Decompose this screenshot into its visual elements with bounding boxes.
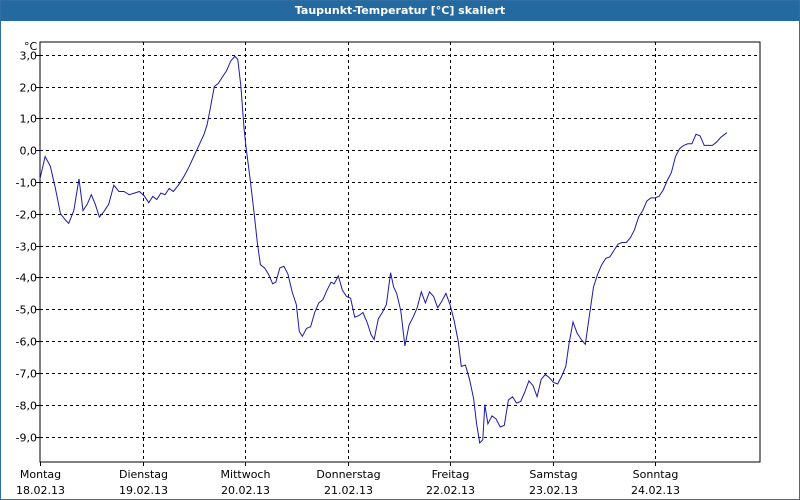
plot-area — [39, 41, 761, 463]
x-tick-weekday: Mittwoch — [221, 468, 271, 481]
x-tick-date: 22.02.13 — [426, 484, 475, 497]
dewpoint-series-line — [39, 55, 728, 444]
y-tick-label: 0,0 — [20, 145, 38, 158]
y-tick-label: -4,0 — [16, 272, 37, 285]
x-tick-weekday: Montag — [20, 468, 61, 481]
y-tick-label: -3,0 — [16, 241, 37, 254]
x-axis-ticks: Montag 18.02.13 Dienstag 19.02.13 Mittwoch 20… — [16, 462, 680, 497]
y-unit-label: °C — [24, 40, 38, 53]
y-tick-label: -6,0 — [16, 336, 37, 349]
y-axis-ticks: 3,0 2,0 1,0 0,0 -1,0 -2,0 -3,0 -4,0 -5,0 -6,0 -7,0… — [16, 50, 40, 445]
x-tick-weekday: Samstag — [529, 468, 577, 481]
x-tick-date: 18.02.13 — [16, 484, 65, 497]
x-tick-date: 21.02.13 — [324, 484, 373, 497]
x-tick-date: 20.02.13 — [221, 484, 270, 497]
y-tick-label: -2,0 — [16, 209, 37, 222]
y-tick-label: -7,0 — [16, 368, 37, 381]
y-tick-label: -9,0 — [16, 432, 37, 445]
x-tick-date: 23.02.13 — [529, 484, 578, 497]
y-tick-label: -1,0 — [16, 177, 37, 190]
y-tick-label: -8,0 — [16, 400, 37, 413]
x-tick-date: 24.02.13 — [631, 484, 680, 497]
grid — [40, 42, 760, 462]
y-tick-label: -5,0 — [16, 304, 37, 317]
y-tick-label: 3,0 — [20, 50, 38, 63]
x-tick-date: 19.02.13 — [119, 484, 168, 497]
y-tick-label: 2,0 — [20, 82, 38, 95]
y-tick-label: 1,0 — [20, 113, 38, 126]
x-tick-weekday: Sonntag — [633, 468, 679, 481]
x-tick-weekday: Freitag — [432, 468, 470, 481]
chart-title: Taupunkt-Temperatur [°C] skaliert — [1, 1, 799, 21]
x-tick-weekday: Dienstag — [119, 468, 168, 481]
x-tick-weekday: Donnerstag — [316, 468, 380, 481]
